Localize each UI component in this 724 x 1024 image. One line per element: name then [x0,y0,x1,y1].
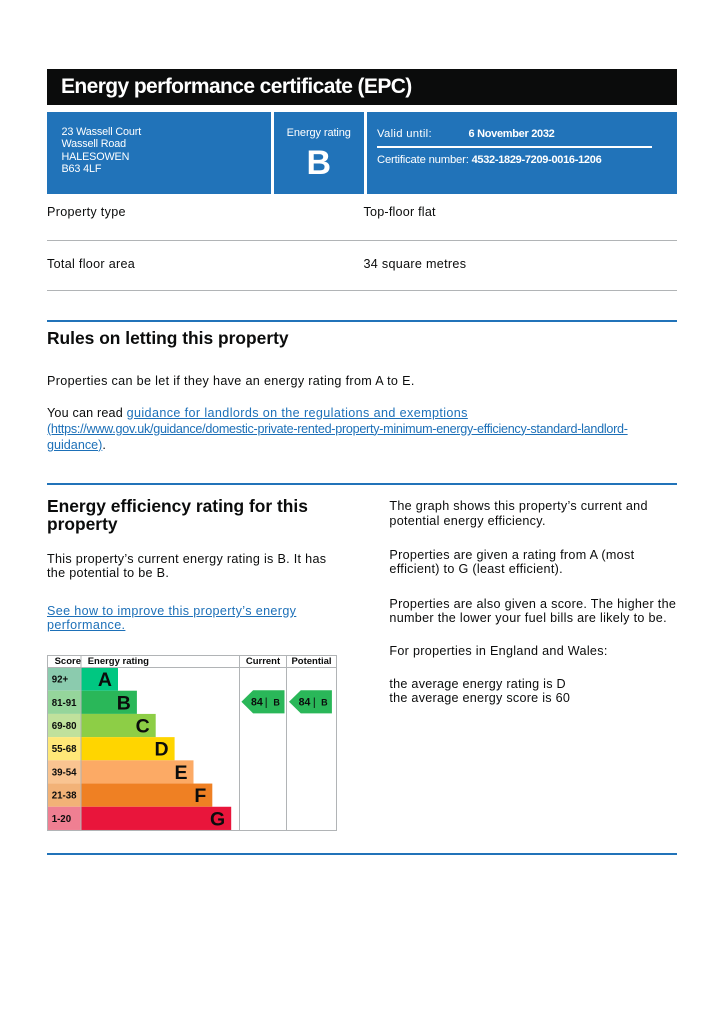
svg-text:39-54: 39-54 [52,767,77,778]
svg-text:21-38: 21-38 [52,791,77,802]
svg-text:81-91: 81-91 [52,698,77,709]
svg-text:69-80: 69-80 [52,721,77,732]
svg-text:G: G [210,808,225,830]
svg-text:E: E [174,762,187,784]
svg-text:Potential: Potential [291,656,331,667]
svg-text:92+: 92+ [52,675,69,686]
svg-text:D: D [155,739,169,761]
svg-text:A: A [98,669,112,691]
svg-text:84: 84 [299,696,311,708]
svg-text:Energy rating: Energy rating [88,656,149,667]
svg-text:B: B [321,697,328,707]
svg-text:C: C [136,716,150,738]
svg-text:Current: Current [246,656,281,667]
svg-text:Score: Score [55,656,81,667]
svg-text:|: | [313,696,316,708]
svg-text:F: F [194,785,206,807]
svg-text:B: B [117,692,131,714]
svg-text:B: B [273,697,280,707]
svg-text:55-68: 55-68 [52,744,77,755]
svg-text:1-20: 1-20 [52,814,71,825]
svg-text:|: | [265,696,268,708]
svg-text:84: 84 [251,696,263,708]
